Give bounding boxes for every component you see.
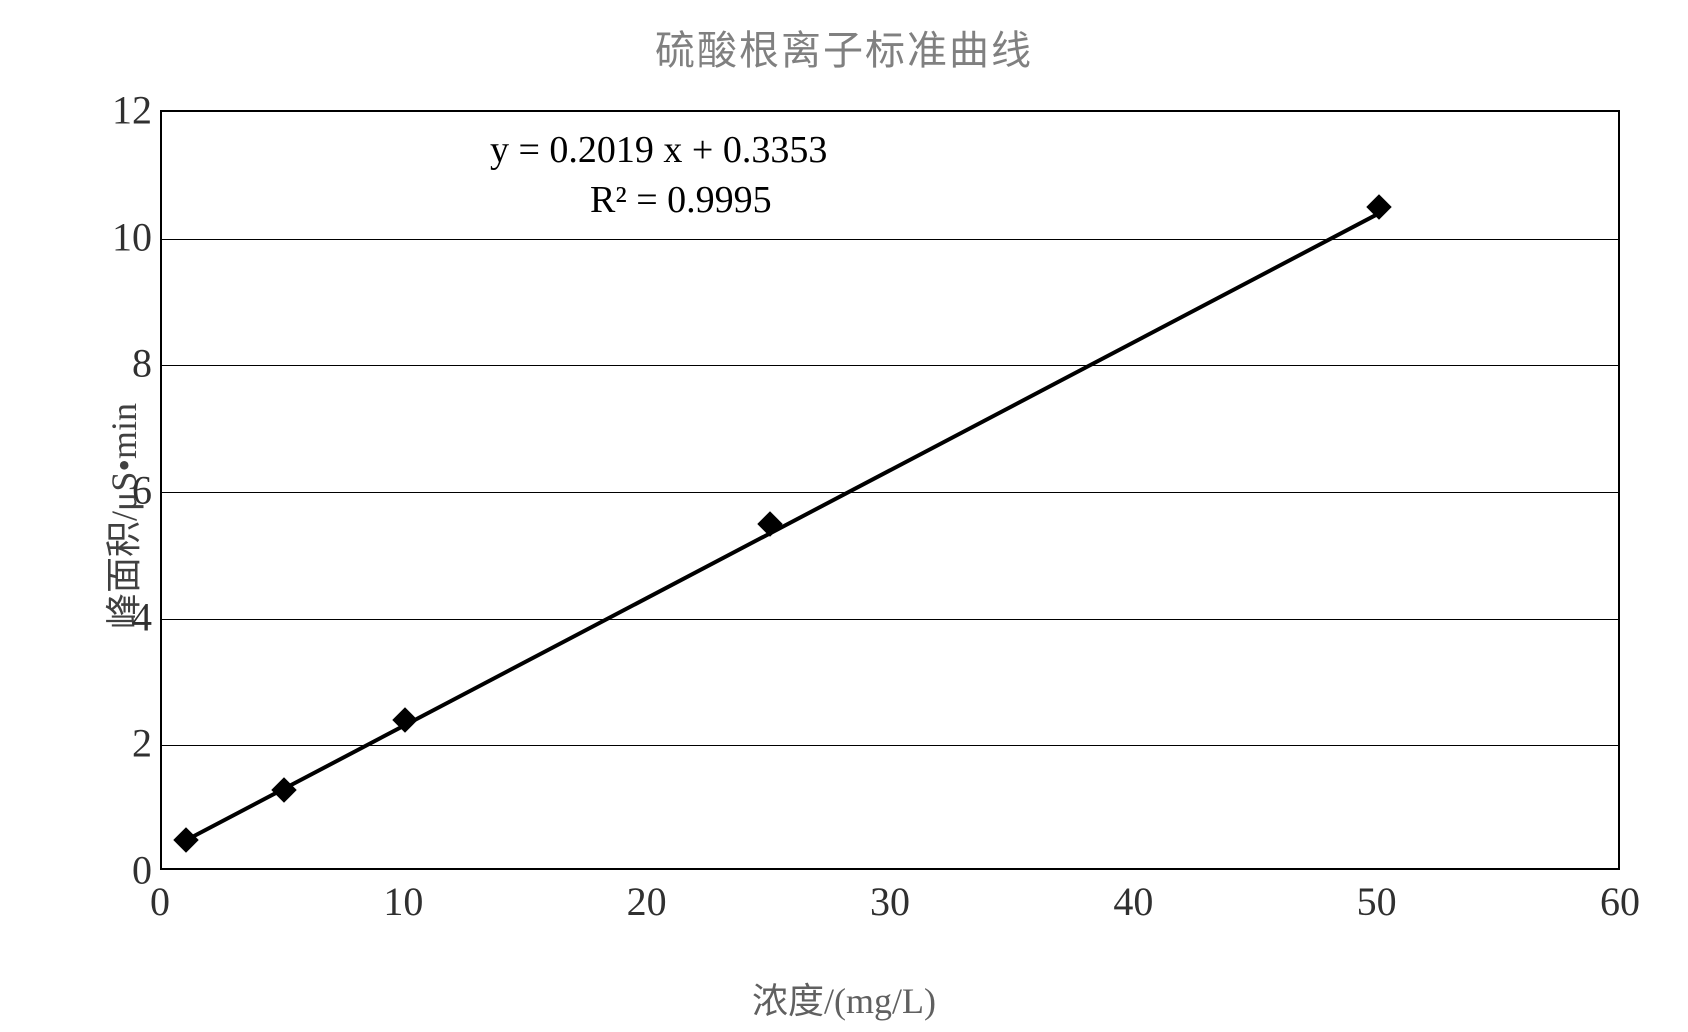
y-tick: 12 xyxy=(92,87,152,134)
gridline xyxy=(162,365,1618,366)
y-tick: 8 xyxy=(92,340,152,387)
x-tick: 20 xyxy=(627,878,667,925)
gridline xyxy=(162,492,1618,493)
y-tick: 10 xyxy=(92,213,152,260)
gridline xyxy=(162,619,1618,620)
plot-area xyxy=(160,110,1620,870)
chart-page: 硫酸根离子标准曲线 峰面积/μS•min 浓度/(mg/L) 024681012… xyxy=(0,0,1688,1032)
x-tick: 50 xyxy=(1357,878,1397,925)
y-tick: 6 xyxy=(92,467,152,514)
gridline xyxy=(162,239,1618,240)
x-tick: 0 xyxy=(150,878,170,925)
gridline xyxy=(162,745,1618,746)
y-tick: 0 xyxy=(92,847,152,894)
chart-title: 硫酸根离子标准曲线 xyxy=(0,18,1688,76)
x-axis-label: 浓度/(mg/L) xyxy=(0,972,1688,1024)
data-marker xyxy=(758,511,783,536)
x-tick: 30 xyxy=(870,878,910,925)
x-tick: 40 xyxy=(1113,878,1153,925)
trend-equation: y = 0.2019 x + 0.3353 xyxy=(490,128,827,172)
trend-r2: R² = 0.9995 xyxy=(590,178,772,222)
data-marker xyxy=(174,828,199,853)
x-tick: 60 xyxy=(1600,878,1640,925)
y-tick: 4 xyxy=(92,593,152,640)
trendline xyxy=(186,211,1380,841)
x-tick: 10 xyxy=(383,878,423,925)
y-tick: 2 xyxy=(92,720,152,767)
